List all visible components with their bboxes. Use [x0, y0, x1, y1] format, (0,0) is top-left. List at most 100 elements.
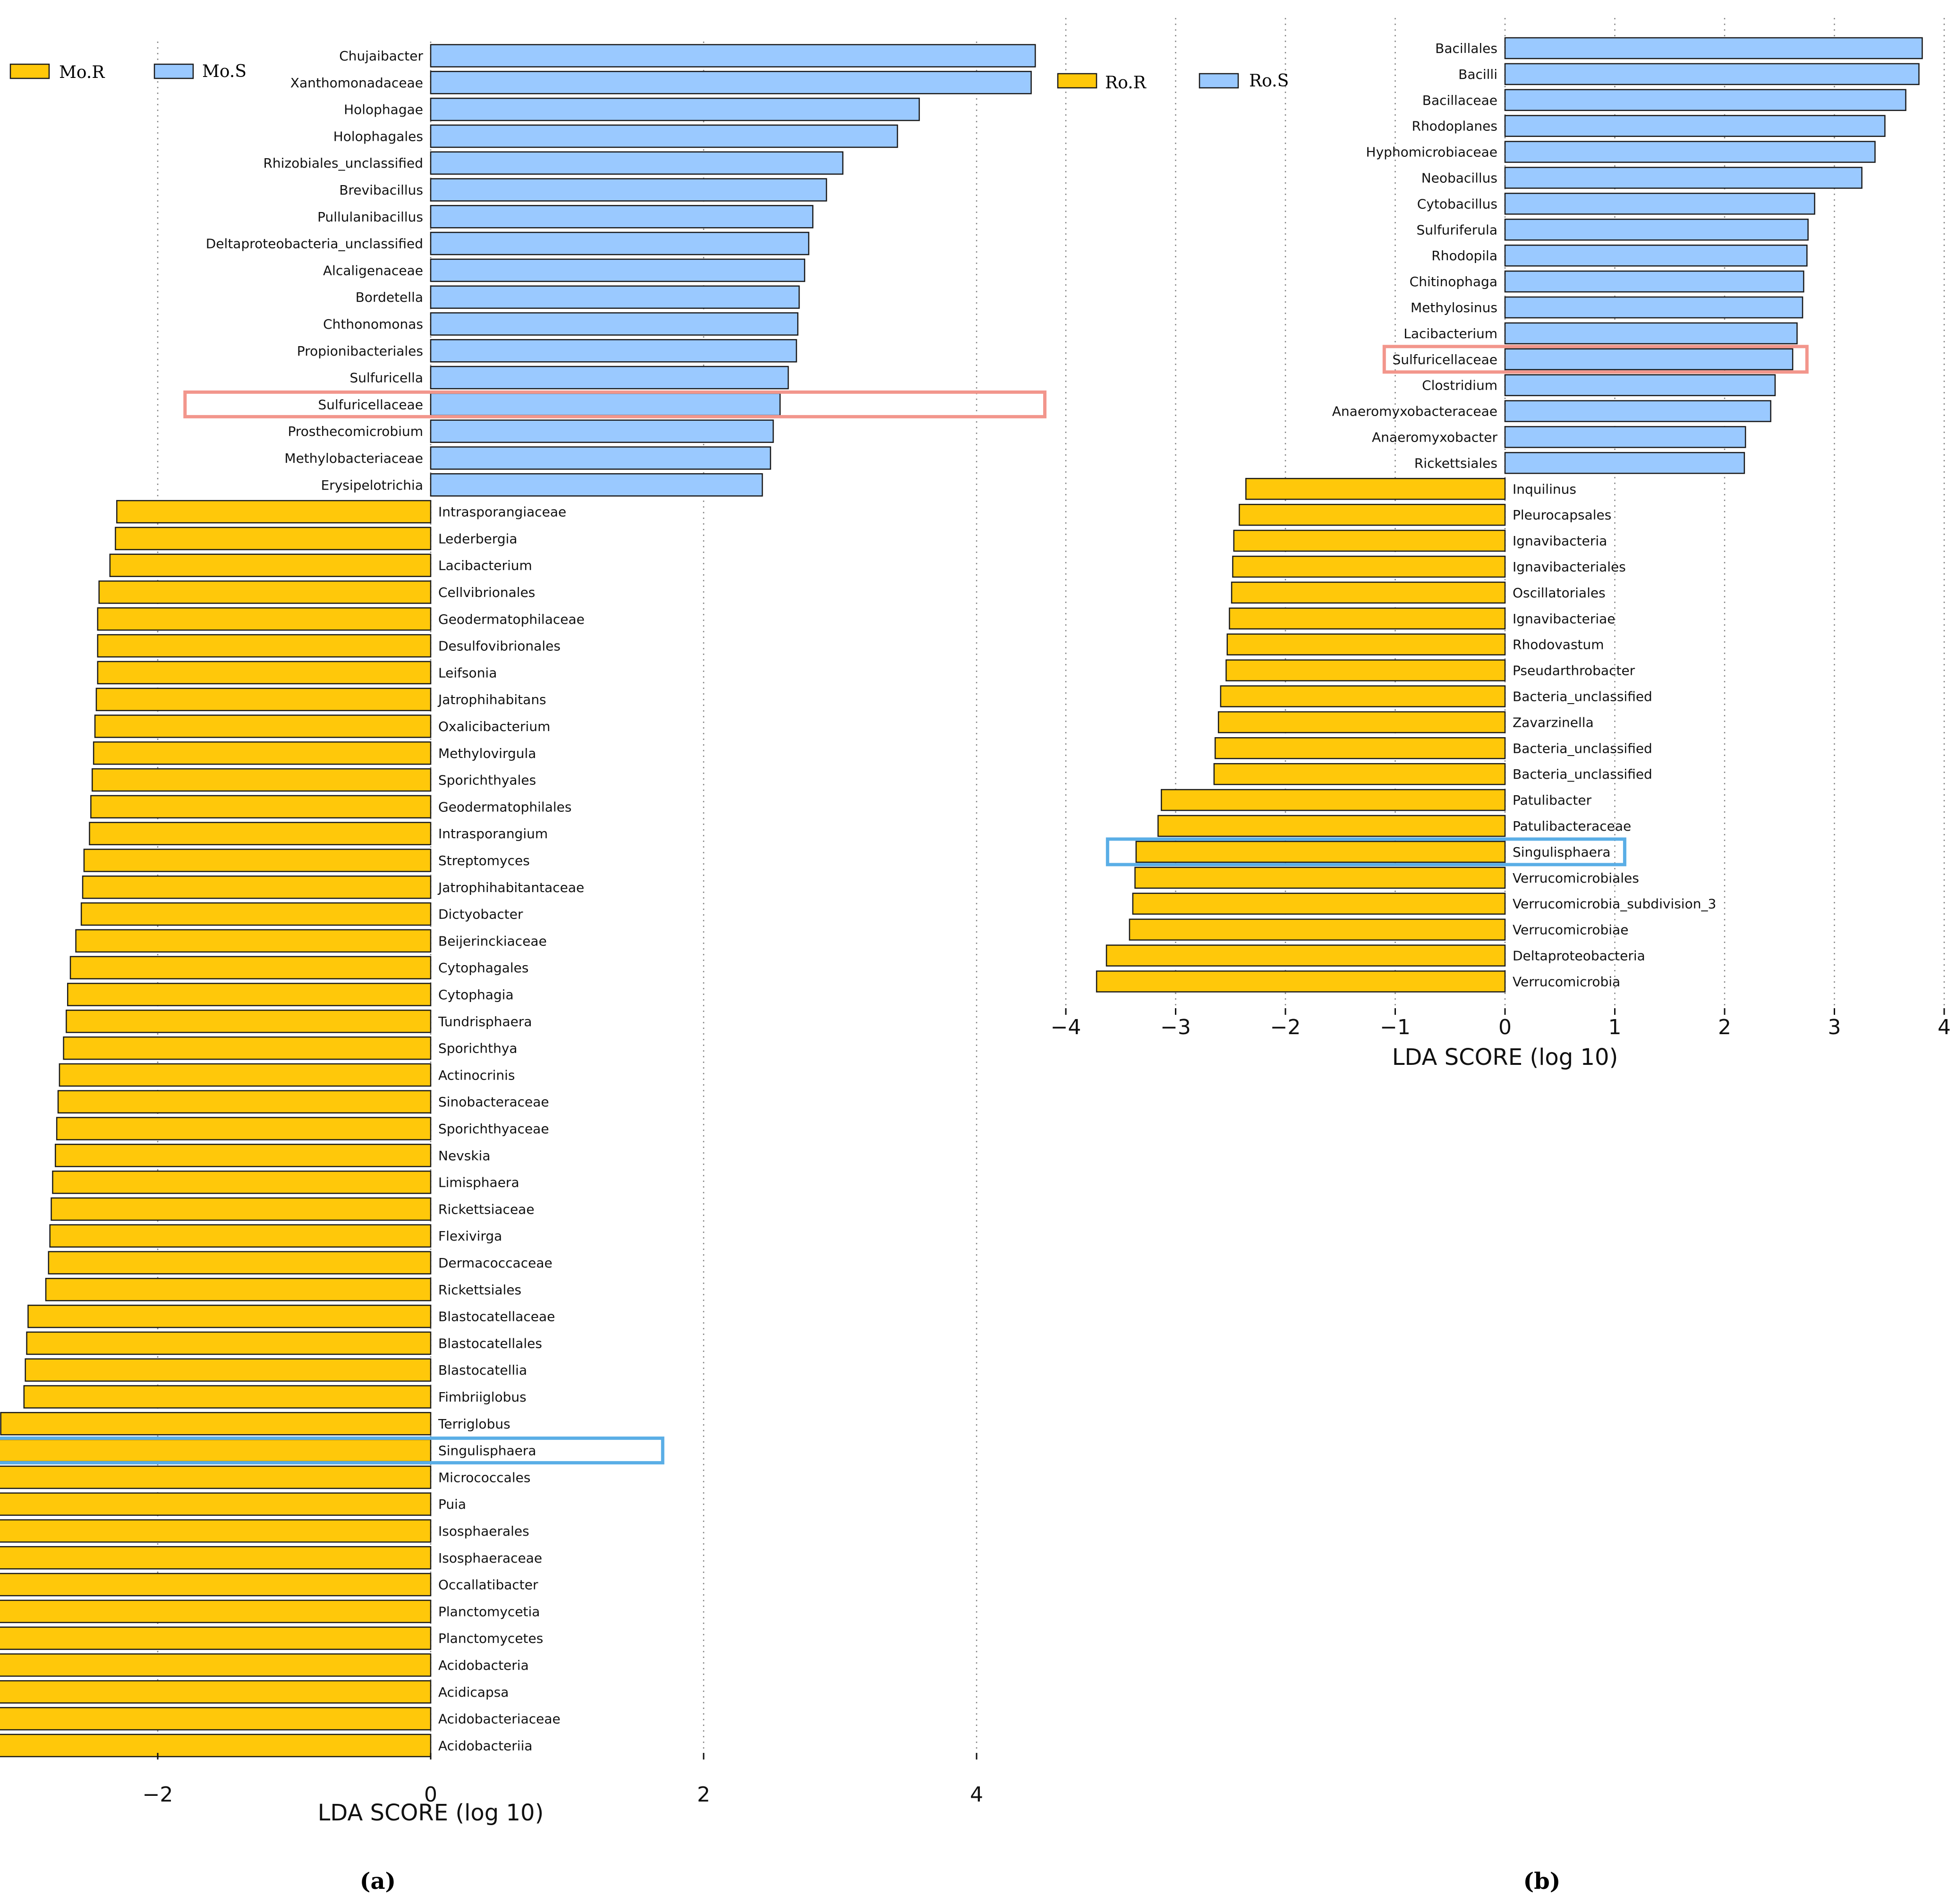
bar-label: Pullulanibacillus: [317, 209, 423, 225]
bar: [430, 312, 799, 336]
bar: [1135, 841, 1506, 863]
x-tick-label: 2: [1718, 1015, 1731, 1039]
bar: [80, 902, 432, 926]
bar: [1504, 193, 1815, 215]
bar-label: Lacibacterium: [438, 558, 532, 573]
x-tick-label: 0: [424, 1783, 437, 1807]
x-tick-label: −3: [1160, 1015, 1191, 1039]
legend-label: Ro.S: [1249, 71, 1289, 91]
bar: [1245, 478, 1506, 500]
bar-label: Methylovirgula: [438, 746, 536, 761]
bar-label: Verrucomicrobiae: [1513, 922, 1628, 938]
bar-label: Propionibacteriales: [297, 343, 423, 359]
highlight-box: [0, 1436, 664, 1465]
bar-label: Sulfuricella: [349, 370, 423, 386]
bar-label: Blastocatellales: [438, 1335, 542, 1351]
bar-label: Planctomycetes: [438, 1631, 543, 1646]
bar: [89, 822, 432, 845]
bar: [1504, 322, 1798, 345]
bar: [430, 366, 789, 390]
bar: [67, 983, 432, 1006]
bar: [1161, 789, 1506, 811]
legend-swatch: [153, 63, 194, 79]
bar: [1504, 296, 1803, 319]
bar-label: Anaeromyxobacter: [1372, 430, 1498, 445]
bar-label: Limisphaera: [438, 1175, 519, 1190]
bar: [0, 1519, 432, 1543]
bar: [430, 97, 920, 121]
bar: [1504, 89, 1906, 111]
bar: [1106, 944, 1506, 967]
bar-label: Deltaproteobacteria_unclassified: [206, 236, 423, 252]
bar: [1504, 426, 1746, 448]
bar: [56, 1117, 432, 1140]
bar: [430, 473, 763, 497]
bar: [1504, 400, 1771, 422]
bar: [1129, 918, 1506, 941]
bar-label: Verrucomicrobia_subdivision_3: [1513, 896, 1716, 912]
bar-label: Streptomyces: [438, 853, 530, 868]
bar-label: Dermacoccaceae: [438, 1255, 553, 1271]
bar: [1157, 815, 1506, 837]
bar-label: Alcaligenaceae: [323, 263, 423, 278]
bar-label: Anaeromyxobacteraceae: [1332, 404, 1497, 419]
bar: [23, 1385, 432, 1409]
bar: [109, 553, 432, 577]
bar: [1096, 970, 1506, 993]
bar-label: Pseudarthrobacter: [1513, 663, 1635, 679]
bar: [55, 1144, 432, 1167]
bar-label: Clostridium: [1422, 378, 1497, 393]
legend-label: Mo.S: [202, 62, 247, 81]
bar: [0, 1546, 432, 1570]
bar: [1504, 348, 1794, 371]
bar-label: Sporichthyaceae: [438, 1121, 549, 1137]
bar-label: Patulibacteraceae: [1513, 818, 1631, 834]
bar-label: Dictyobacter: [438, 907, 523, 922]
bar-label: Acidobacteriia: [438, 1738, 533, 1753]
bar: [430, 446, 771, 470]
bar: [1225, 659, 1506, 681]
bar-label: Prosthecomicrobium: [288, 424, 423, 439]
bar-label: Bacteria_unclassified: [1513, 740, 1652, 756]
bar: [1134, 867, 1506, 889]
bar-label: Leifsonia: [438, 665, 497, 680]
legend-swatch: [1199, 73, 1239, 89]
bar: [51, 1197, 432, 1221]
bar-label: Bordetella: [356, 289, 423, 305]
bar: [1504, 452, 1745, 474]
highlight-box: [1106, 837, 1626, 867]
bar: [0, 1707, 432, 1731]
bar: [97, 661, 432, 685]
bar-label: Micrococcales: [438, 1470, 530, 1485]
bar-label: Brevibacillus: [339, 182, 423, 198]
bar: [430, 178, 827, 202]
bar: [1132, 892, 1506, 915]
bar-label: Acidobacteriaceae: [438, 1711, 561, 1727]
bar-label: Xanthomonadaceae: [290, 75, 423, 91]
legend-label: Ro.R: [1105, 73, 1147, 93]
bar-label: Pleurocapsales: [1513, 507, 1611, 523]
bar-label: Hyphomicrobiaceae: [1366, 144, 1497, 160]
bar-label: Isosphaeraceae: [438, 1550, 542, 1566]
x-tick-label: 0: [1498, 1015, 1512, 1039]
bar: [116, 500, 432, 524]
x-tick-label: −2: [143, 1783, 173, 1807]
bar-label: Acidobacteria: [438, 1658, 529, 1673]
x-tick-label: −1: [1380, 1015, 1411, 1039]
bar: [52, 1170, 432, 1194]
bar: [1233, 529, 1506, 552]
bar: [25, 1358, 432, 1382]
bar: [0, 1653, 432, 1677]
bar-label: Verrucomicrobia: [1513, 974, 1620, 989]
bar: [97, 607, 432, 631]
bar-label: Patulibacter: [1513, 792, 1592, 808]
bar-label: Inquilinus: [1513, 481, 1576, 497]
bar: [48, 1251, 432, 1275]
legend-swatch: [1057, 73, 1097, 89]
panel-b-lda-chart: Bacillales Bacilli Bacillaceae Rhodoplanes H…: [1051, 18, 1951, 1895]
bar-label: Holophagae: [344, 102, 423, 118]
bar: [430, 339, 797, 363]
bar: [115, 527, 432, 551]
bar-label: Chitinophaga: [1410, 274, 1497, 289]
bar-label: Ignavibacteria: [1513, 533, 1607, 549]
